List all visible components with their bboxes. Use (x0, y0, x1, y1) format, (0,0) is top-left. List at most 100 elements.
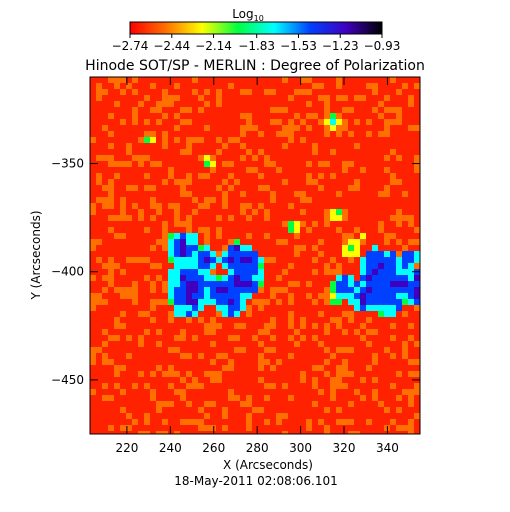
heatmap-cell (258, 275, 264, 281)
heatmap-cell (390, 149, 396, 155)
heatmap-cell (162, 287, 168, 293)
heatmap-cell (264, 215, 270, 221)
heatmap-cell (276, 167, 282, 173)
heatmap-cell (192, 377, 198, 383)
heatmap-cell (372, 281, 378, 287)
heatmap-cell (210, 161, 216, 167)
colorbar: Log10 −2.74 −2.44 −2.14 −1.83 −1.53 −1.23 −0.9… (112, 7, 401, 53)
heatmap-cell (198, 425, 204, 431)
heatmap-cell (96, 83, 102, 89)
heatmap-cell (210, 275, 216, 281)
heatmap-cell (138, 215, 144, 221)
heatmap-cell (144, 419, 150, 425)
heatmap-cell (390, 215, 396, 221)
heatmap-cell (222, 299, 228, 305)
heatmap-cell (336, 281, 342, 287)
heatmap-cell (384, 293, 390, 299)
heatmap-cell (414, 371, 420, 377)
heatmap-cell (414, 359, 420, 365)
heatmap-cell (312, 365, 318, 371)
heatmap-cell (324, 431, 330, 434)
colorbar-label: Log10 (232, 7, 264, 23)
heatmap-cell (96, 293, 102, 299)
heatmap-cell (288, 395, 294, 401)
heatmap-cell (144, 311, 150, 317)
heatmap-cell (282, 179, 288, 185)
heatmap-cell (198, 317, 204, 323)
heatmap-cell (138, 431, 144, 434)
heatmap-cell (246, 257, 252, 263)
heatmap-cell (264, 89, 270, 95)
heatmap-cell (156, 119, 162, 125)
heatmap-cell (396, 395, 402, 401)
heatmap-cell (414, 287, 420, 293)
heatmap-cell (180, 263, 186, 269)
heatmap-cell (246, 311, 252, 317)
heatmap-cell (282, 77, 288, 83)
heatmap-cell (204, 89, 210, 95)
heatmap-cell (222, 203, 228, 209)
heatmap-cell (408, 257, 414, 263)
heatmap-cell (222, 161, 228, 167)
heatmap-cell (288, 137, 294, 143)
heatmap-cell (300, 137, 306, 143)
plot-frame (89, 76, 421, 435)
heatmap-cell (174, 233, 180, 239)
heatmap-cell (276, 287, 282, 293)
heatmap-cell (126, 353, 132, 359)
heatmap-cell (180, 419, 186, 425)
heatmap-cell (300, 371, 306, 377)
heatmap-cell (378, 251, 384, 257)
heatmap-cell (384, 251, 390, 257)
heatmap-cell (234, 323, 240, 329)
heatmap-cell (132, 155, 138, 161)
heatmap-cell (180, 251, 186, 257)
heatmap-cell (186, 173, 192, 179)
heatmap-cell (204, 155, 210, 161)
heatmap-cell (138, 209, 144, 215)
heatmap-cell (318, 251, 324, 257)
heatmap-cell (120, 215, 126, 221)
heatmap-cell (288, 323, 294, 329)
heatmap-cell (336, 113, 342, 119)
heatmap-cell (408, 251, 414, 257)
heatmap-cell (384, 305, 390, 311)
heatmap-cell (282, 431, 288, 434)
heatmap-cell (342, 365, 348, 371)
heatmap-cell (222, 197, 228, 203)
heatmap-cell (228, 311, 234, 317)
heatmap-cell (408, 335, 414, 341)
heatmap-cell (204, 293, 210, 299)
heatmap-cell (360, 95, 366, 101)
heatmap-cell (228, 251, 234, 257)
heatmap-cell (384, 281, 390, 287)
heatmap-cell (186, 257, 192, 263)
heatmap-cell (390, 323, 396, 329)
heatmap-cell (408, 371, 414, 377)
heatmap-cell (198, 293, 204, 299)
heatmap-cell (384, 311, 390, 317)
heatmap-cell (204, 197, 210, 203)
heatmap-cell (384, 347, 390, 353)
heatmap-cell (300, 221, 306, 227)
heatmap-cell (198, 269, 204, 275)
heatmap-cell (180, 269, 186, 275)
heatmap-cell (252, 281, 258, 287)
heatmap-cell (414, 125, 420, 131)
heatmap-cell (162, 233, 168, 239)
heatmap-cell (156, 107, 162, 113)
heatmap-cell (264, 323, 270, 329)
heatmap-cell (366, 419, 372, 425)
heatmap-cell (354, 251, 360, 257)
heatmap-cell (246, 215, 252, 221)
heatmap-cell (240, 89, 246, 95)
heatmap-cell (384, 287, 390, 293)
heatmap-cell (234, 335, 240, 341)
heatmap-cell (318, 83, 324, 89)
heatmap-cell (180, 245, 186, 251)
heatmap-cell (348, 317, 354, 323)
heatmap-cell (354, 245, 360, 251)
heatmap-cell (312, 149, 318, 155)
heatmap-cell (234, 251, 240, 257)
heatmap-cell (132, 119, 138, 125)
